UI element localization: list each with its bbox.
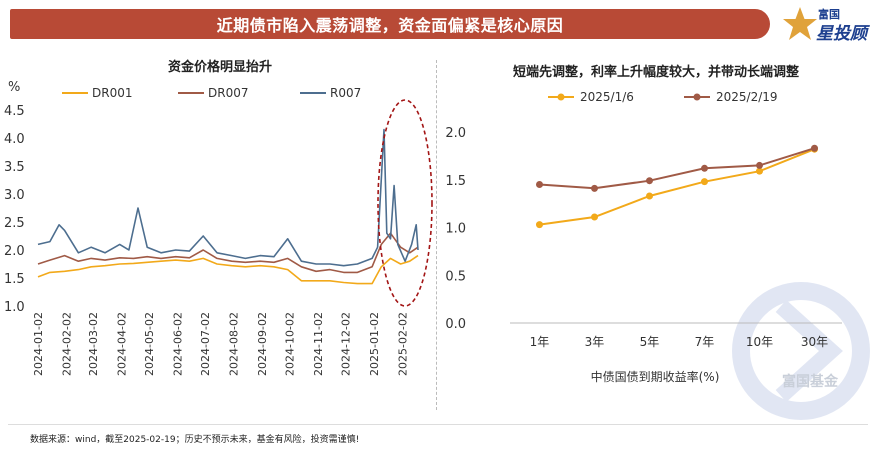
data-point [646, 177, 653, 185]
left-x-tick: 2024-03-02 [87, 312, 100, 376]
legend-label-dr001: DR001 [92, 86, 132, 100]
header-banner: 近期债市陷入震荡调整，资金面偏紧是核心原因 [10, 9, 770, 39]
legend-label-dr007: DR007 [208, 86, 248, 100]
left-y-tick: 4.5 [4, 104, 25, 119]
left-y-tick: 1.5 [4, 272, 25, 287]
left-chart-title: 资金价格明显抬升 [167, 60, 272, 75]
data-point [811, 144, 818, 152]
left-x-tick: 2025-02-02 [396, 312, 409, 376]
brand-name-main: 星投顾 [816, 24, 867, 44]
left-x-tick: 2024-01-02 [32, 312, 45, 376]
yield-curve-chart: 2025/1/6 2025/2/19 0.0 0.5 1.0 1.5 2.0 1年 3年 5年 7… [445, 90, 842, 384]
data-point [756, 167, 763, 175]
left-x-tick: 2024-05-02 [143, 312, 156, 376]
left-x-tick: 2024-12-02 [339, 312, 352, 376]
right-x-tick: 5年 [640, 335, 660, 349]
chart-divider [436, 60, 437, 410]
legend-marker [557, 93, 565, 101]
left-x-tick: 2024-06-02 [172, 312, 185, 376]
data-point [646, 192, 653, 200]
left-x-tick: 2024-07-02 [199, 312, 212, 376]
watermark-logo-icon [732, 282, 870, 420]
data-point [591, 213, 598, 221]
left-y-tick: 1.0 [4, 300, 25, 315]
data-point [756, 161, 763, 169]
right-y-tick: 0.0 [445, 317, 466, 332]
left-y-tick: 2.5 [4, 216, 25, 231]
legend-marker [693, 93, 701, 101]
right-y-tick: 1.0 [445, 222, 466, 237]
left-x-tick: 2024-11-02 [312, 312, 325, 376]
right-y-tick: 2.0 [445, 126, 466, 141]
brand-name-top: 富国 [818, 8, 840, 21]
left-y-tick: 4.0 [4, 132, 25, 147]
right-y-tick: 1.5 [445, 174, 466, 189]
left-x-tick: 2024-08-02 [228, 312, 241, 376]
series-line-r007 [37, 128, 419, 267]
brand-logo: 富国 星投顾 [782, 3, 872, 45]
funding-rate-chart: % DR001 DR007 R007 1.0 1.5 2.0 2.5 3.0 3.5 4.0 4.… [4, 80, 433, 376]
left-x-tick: 2024-02-02 [60, 312, 73, 376]
data-point [701, 164, 708, 172]
data-point [701, 178, 708, 186]
right-x-tick: 7年 [695, 335, 715, 349]
left-y-tick: 3.0 [4, 188, 25, 203]
source-note: 数据来源：wind，截至2025-02-19；历史不预示未来，基金有风险，投资需… [30, 435, 360, 445]
series-line-dr007 [37, 232, 419, 274]
data-point [536, 221, 543, 229]
right-y-tick: 0.5 [445, 269, 466, 284]
page-title: 近期债市陷入震荡调整，资金面偏紧是核心原因 [216, 16, 564, 35]
left-x-tick: 2024-10-02 [283, 312, 296, 376]
legend-label: 2025/1/6 [580, 90, 634, 104]
legend-label: 2025/2/19 [716, 90, 778, 104]
legend-label-r007: R007 [330, 86, 361, 100]
right-x-tick: 1年 [530, 335, 550, 349]
left-x-tick: 2025-01-02 [368, 312, 381, 376]
left-y-tick: 3.5 [4, 160, 25, 175]
series-line-dr001 [37, 254, 419, 285]
data-point [536, 181, 543, 189]
right-x-tick: 3年 [585, 335, 605, 349]
series-line-2025/1/6 [539, 148, 815, 226]
highlight-ellipse [377, 99, 433, 307]
left-x-tick: 2024-09-02 [256, 312, 269, 376]
series-line-2025/2/19 [539, 147, 815, 190]
watermark-text: 富国基金 [782, 374, 838, 390]
left-y-unit: % [8, 80, 20, 95]
star-logo-icon [783, 7, 817, 40]
left-x-tick: 2024-04-02 [116, 312, 129, 376]
footer-divider [8, 424, 868, 425]
right-x-tick: 30年 [801, 335, 828, 349]
right-chart-title: 短端先调整，利率上升幅度较大，并带动长端调整 [512, 65, 799, 80]
data-point [591, 184, 598, 192]
right-x-axis-title: 中债国债到期收益率(%) [591, 369, 720, 384]
right-x-tick: 10年 [746, 335, 773, 349]
left-y-tick: 2.0 [4, 244, 25, 259]
